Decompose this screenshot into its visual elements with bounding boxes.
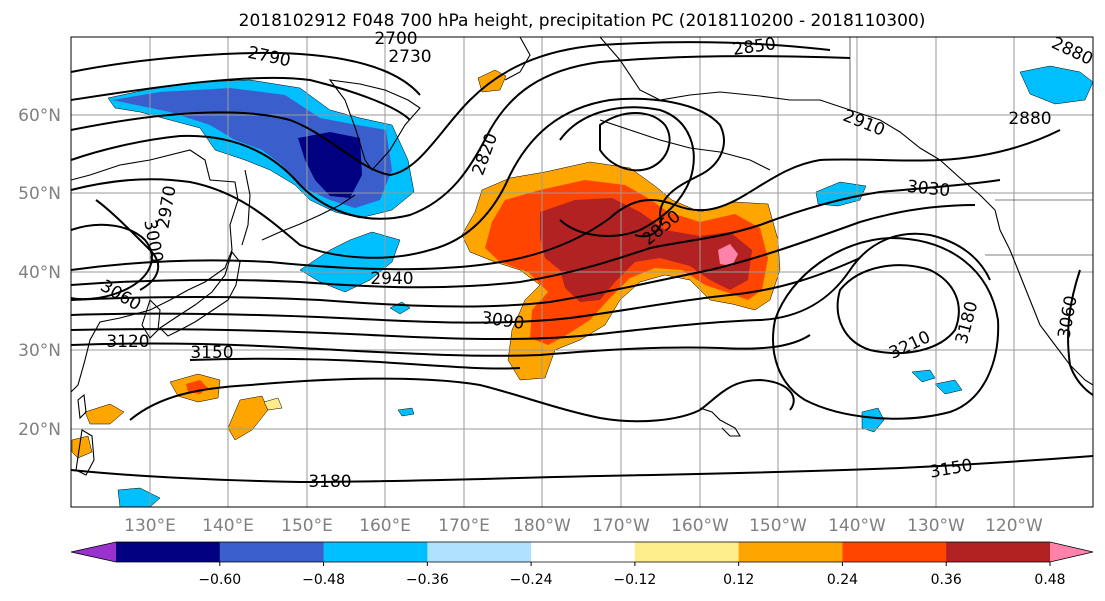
contour-label: 3150	[190, 343, 233, 363]
lon-label: 170°W	[592, 516, 650, 536]
lon-label: 150°W	[749, 516, 807, 536]
colorbar-extend-low	[71, 542, 116, 562]
colorbar-segment	[531, 542, 636, 562]
coast-hawaii	[699, 407, 741, 437]
precip-negative-dark	[298, 132, 362, 198]
lon-label: 130°W	[907, 516, 965, 536]
colorbar-tick-label: −0.60	[198, 572, 241, 588]
coast-alaska	[599, 36, 996, 211]
colorbar-tick-label: 0.36	[931, 572, 962, 588]
height-contours	[70, 41, 1094, 484]
lat-label: 40°N	[18, 263, 61, 283]
lon-label: 140°E	[202, 516, 254, 536]
colorbar-tick-label: −0.12	[613, 572, 656, 588]
contour-label: 3180	[308, 472, 351, 492]
coast-kurils	[261, 194, 356, 241]
colorbar-segment	[738, 542, 843, 562]
colorbar-tick-label: −0.36	[406, 572, 449, 588]
lon-label: 170°E	[438, 516, 490, 536]
colorbar-segment	[946, 542, 1051, 562]
colorbar-segment	[219, 542, 325, 562]
coastlines	[70, 36, 1094, 476]
precip-negative-ne	[815, 181, 867, 207]
coast-asia	[70, 149, 239, 393]
contour-label: 3120	[106, 332, 149, 352]
coast-aleutians	[599, 119, 771, 171]
gridlines	[71, 37, 1093, 507]
colorbar-tick-label: 0.12	[723, 572, 754, 588]
contour-label: 3030	[906, 177, 951, 201]
colorbar-segment	[427, 542, 532, 562]
contour-label: 2730	[388, 47, 431, 67]
figure-title: 2018102912 F048 700 hPa height, precipit…	[239, 11, 926, 31]
lon-label: 120°W	[985, 516, 1043, 536]
precip-positive-small6	[71, 435, 93, 459]
colorbar-segment	[842, 542, 947, 562]
precip-positive-small5	[263, 397, 283, 411]
precip-negative-canada	[1019, 65, 1094, 105]
coast-japan	[159, 250, 241, 337]
coast-korea	[141, 298, 161, 339]
latitude-labels: 60°N 50°N 40°N 30°N 20°N	[18, 106, 61, 440]
map-frame	[70, 36, 1094, 508]
precip-negative-south2	[911, 369, 963, 395]
colorbar-tick-label: −0.48	[302, 572, 345, 588]
contour-label: 2940	[370, 269, 413, 289]
colorbar-outline	[70, 541, 1094, 563]
lon-label: 160°E	[359, 516, 411, 536]
precip-positive-small4	[84, 403, 125, 425]
lon-label: 180°W	[513, 516, 571, 536]
contour-label: 2700	[374, 29, 417, 49]
lat-label: 30°N	[18, 341, 61, 361]
coast-kamchatka	[328, 79, 421, 171]
contour-label: 2880	[1008, 109, 1051, 129]
colorbar-tick-label: 0.48	[1034, 572, 1065, 588]
map-panel: 2790 2700 2730 2850 2880 2910 2880 2820 …	[70, 29, 1096, 508]
lon-label: 130°E	[124, 516, 176, 536]
coast-sakhalin	[241, 169, 251, 246]
precip-positive-pink	[718, 244, 738, 266]
colorbar-segment	[634, 542, 740, 562]
colorbar-tick-label: −0.24	[510, 572, 553, 588]
lat-label: 20°N	[18, 420, 61, 440]
lat-label: 60°N	[18, 106, 61, 126]
colorbar-tick-label: 0.24	[827, 572, 858, 588]
lon-label: 160°W	[671, 516, 729, 536]
coast-namerica	[994, 209, 1094, 386]
longitude-labels: 130°E 140°E 150°E 160°E 170°E 180°W 170°…	[124, 516, 1043, 536]
precip-negative-south1	[861, 407, 885, 433]
precip-negative-south3	[397, 407, 415, 417]
borders	[849, 37, 1093, 256]
colorbar: −0.60 −0.48 −0.36 −0.24 −0.12 0.12 0.24 0.36 0.4…	[70, 541, 1094, 588]
coast-luzon	[75, 429, 95, 476]
coast-taiwan	[77, 393, 87, 420]
lon-label: 140°W	[828, 516, 886, 536]
lat-label: 50°N	[18, 184, 61, 204]
lon-label: 150°E	[281, 516, 333, 536]
colorbar-segment	[116, 542, 221, 562]
colorbar-extend-high	[1050, 542, 1093, 562]
precip-negative-central	[299, 231, 401, 293]
colorbar-segment	[323, 542, 428, 562]
